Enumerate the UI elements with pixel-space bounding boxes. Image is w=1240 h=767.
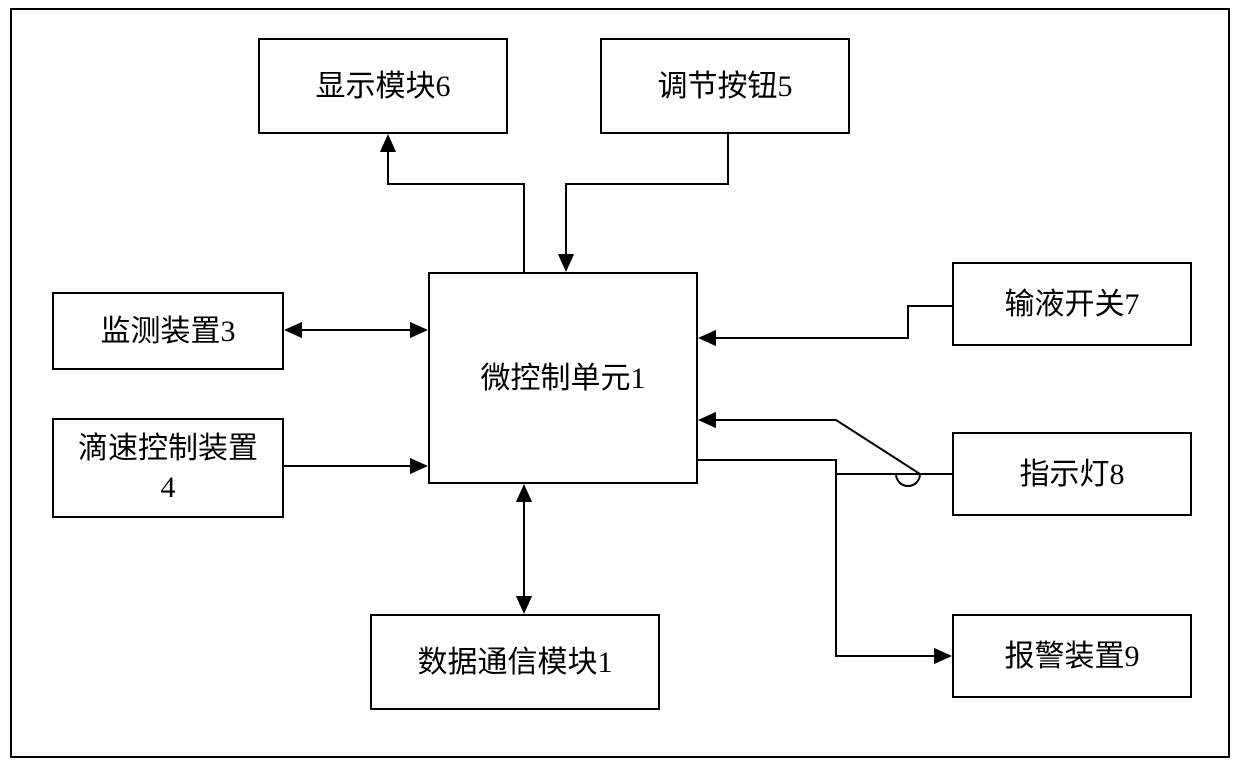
node-center: 微控制单元1 bbox=[428, 272, 698, 484]
node-label: 监测装置3 bbox=[101, 312, 236, 351]
node-label: 数据通信模块1 bbox=[418, 643, 613, 682]
node-drip-control: 滴速控制装置 4 bbox=[52, 418, 284, 518]
block-diagram: 微控制单元1 显示模块6 调节按钮5 监测装置3 滴速控制装置 4 数据通信模块… bbox=[0, 0, 1240, 767]
node-label: 报警装置9 bbox=[1005, 637, 1140, 676]
node-label: 调节按钮5 bbox=[658, 67, 793, 106]
node-label: 滴速控制装置 4 bbox=[78, 429, 258, 507]
node-label: 指示灯8 bbox=[1020, 455, 1125, 494]
node-label: 输液开关7 bbox=[1005, 285, 1140, 324]
node-alarm-device: 报警装置9 bbox=[952, 614, 1192, 698]
node-indicator-light: 指示灯8 bbox=[952, 432, 1192, 516]
node-display-module: 显示模块6 bbox=[258, 38, 508, 134]
node-infusion-switch: 输液开关7 bbox=[952, 262, 1192, 346]
node-label: 微控制单元1 bbox=[481, 359, 646, 398]
node-adjust-button: 调节按钮5 bbox=[600, 38, 850, 134]
node-data-comm: 数据通信模块1 bbox=[370, 614, 660, 710]
node-label: 显示模块6 bbox=[316, 67, 451, 106]
node-monitor-device: 监测装置3 bbox=[52, 292, 284, 370]
